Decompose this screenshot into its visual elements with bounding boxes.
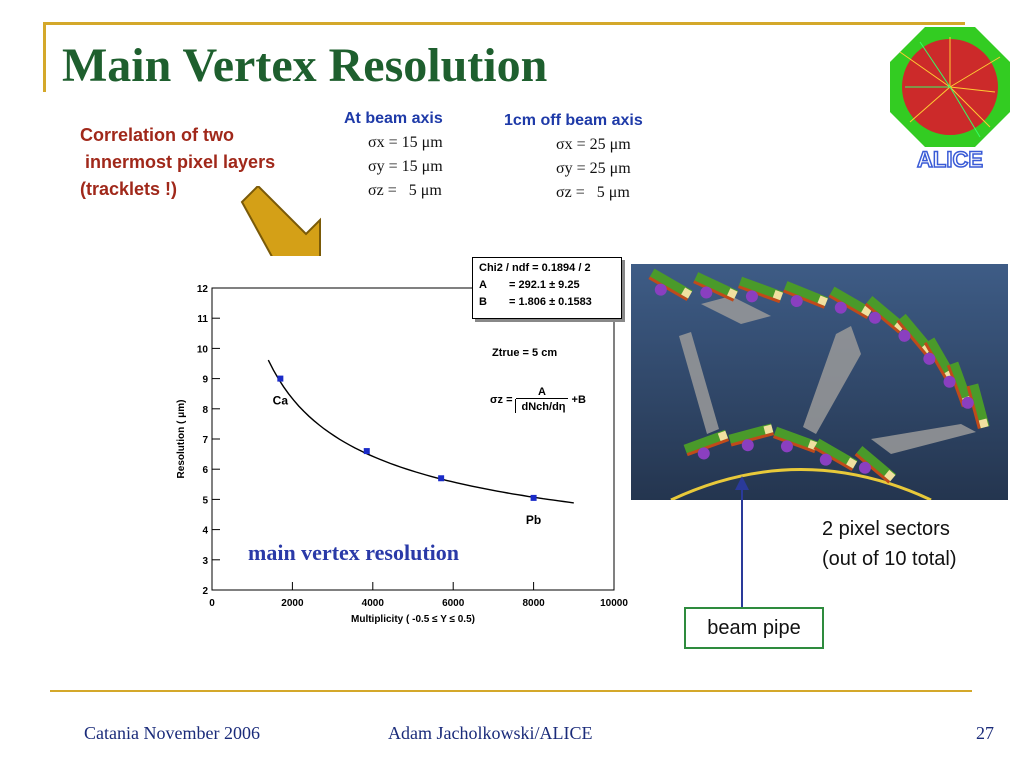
slide-title: Main Vertex Resolution xyxy=(62,39,548,92)
point-label: Ca xyxy=(273,394,289,408)
point-label: Pb xyxy=(526,513,541,527)
formula-plus-b: +B xyxy=(571,393,586,406)
fit-curve xyxy=(267,359,574,504)
x-tick-label: 10000 xyxy=(600,598,628,609)
x-tick-label: 8000 xyxy=(522,598,545,609)
fit-a-value: = 292.1 ± 9.25 xyxy=(509,279,580,291)
y-tick-label: 3 xyxy=(202,556,208,567)
plot-caption: main vertex resolution xyxy=(248,540,460,565)
beam-pipe-pointer-head xyxy=(735,476,749,490)
beam-pipe-pointer xyxy=(741,478,743,608)
y-tick-label: 9 xyxy=(202,375,208,386)
data-point xyxy=(530,494,537,501)
fit-results-box: Chi2 / ndf = 0.1894 / 2 A = 292.1 ± 9.25 … xyxy=(472,257,622,319)
formula-numerator: A xyxy=(516,386,568,399)
y-tick-label: 5 xyxy=(202,495,208,506)
ztrue-label: Ztrue = 5 cm xyxy=(492,347,558,359)
logo-text: ALICE xyxy=(917,147,983,172)
fit-b-value: = 1.806 ± 0.1583 xyxy=(509,296,592,308)
data-point xyxy=(438,475,445,482)
y-tick-label: 2 xyxy=(202,586,208,597)
sectors-label: 2 pixel sectors (out of 10 total) xyxy=(822,518,957,570)
off-axis-values: σx = 25 μm σy = 25 μm σz = 5 μm xyxy=(556,136,631,201)
x-tick-label: 0 xyxy=(209,598,215,609)
x-tick-label: 4000 xyxy=(362,598,385,609)
x-tick-label: 6000 xyxy=(442,598,465,609)
footer-rule xyxy=(50,690,972,692)
pixel-module xyxy=(683,429,730,460)
y-tick-label: 10 xyxy=(197,344,209,355)
formula-lhs: σz = xyxy=(490,393,513,406)
fit-a-label: A xyxy=(479,279,487,291)
alice-logo: ALICE xyxy=(890,27,1010,172)
pixel-module xyxy=(648,268,693,302)
resolution-formula: σz = A dNch/dη +B xyxy=(490,386,586,413)
formula-denominator: dNch/dη xyxy=(514,399,570,413)
x-axis-label: Multiplicity ( -0.5 ≤ Y ≤ 0.5) xyxy=(351,614,475,625)
frame-left-rule xyxy=(43,22,46,92)
fit-chi2: Chi2 / ndf = 0.1894 / 2 xyxy=(479,262,591,274)
footer-left: Catania November 2006 xyxy=(84,723,260,743)
y-tick-label: 8 xyxy=(202,405,208,416)
fit-b-label: B xyxy=(479,296,487,308)
pixel-module xyxy=(772,426,819,454)
pixel-module xyxy=(693,272,739,302)
data-point xyxy=(363,448,370,455)
x-tick-label: 2000 xyxy=(281,598,304,609)
pixel-module xyxy=(961,383,990,430)
y-axis-label: Resolution ( μm) xyxy=(176,400,187,479)
pixel-module xyxy=(728,423,775,452)
correlation-note: Correlation of two innermost pixel layer… xyxy=(80,125,276,199)
y-tick-label: 6 xyxy=(202,465,208,476)
y-tick-label: 11 xyxy=(197,314,208,325)
pixel-module xyxy=(782,281,829,309)
off-axis-heading: 1cm off beam axis xyxy=(504,112,643,129)
pixel-module xyxy=(737,276,784,304)
beam-axis-heading: At beam axis xyxy=(344,110,443,127)
footer-center: Adam Jacholkowski/ALICE xyxy=(388,723,593,743)
frame-top-rule xyxy=(43,22,965,25)
beam-axis-values: σx = 15 μm σy = 15 μm σz = 5 μm xyxy=(368,134,443,199)
pixel-sectors-image xyxy=(631,264,1008,500)
page-number: 27 xyxy=(976,723,994,743)
pixel-module xyxy=(813,438,858,472)
beam-pipe-label: beam pipe xyxy=(684,607,824,649)
pixel-module xyxy=(854,446,897,484)
y-tick-label: 7 xyxy=(202,435,208,446)
data-point xyxy=(277,375,284,382)
y-tick-label: 12 xyxy=(197,284,209,295)
y-tick-label: 4 xyxy=(202,526,208,537)
